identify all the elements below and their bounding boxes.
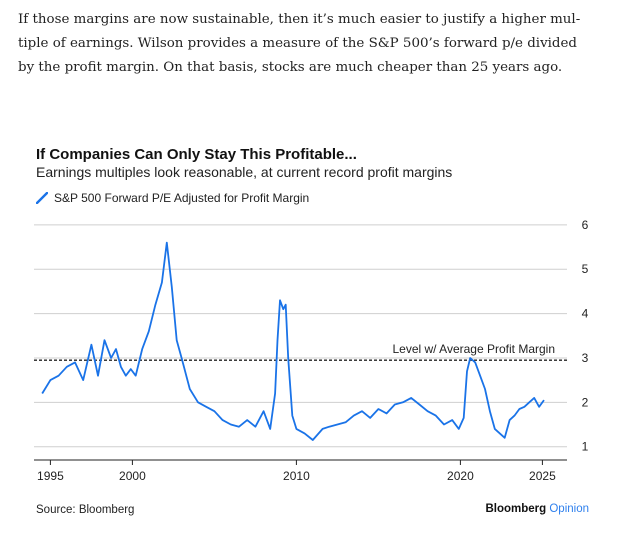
article-line-1: If those margins are now sustainable, th… [18,12,581,27]
x-tick-label-2010: 2010 [283,469,310,483]
article-line-3: by the profit margin. On that basis, sto… [18,60,563,75]
y-tick-label-4: 4 [582,307,589,321]
chart-legend: S&P 500 Forward P/E Adjusted for Profit … [36,190,309,206]
chart-subtitle: Earnings multiples look reasonable, at c… [36,164,453,180]
y-tick-label-5: 5 [582,262,589,276]
legend-line-icon [36,192,48,204]
y-tick-label-3: 3 [582,351,589,365]
y-tick-label-6: 6 [582,218,589,232]
source-note: Source: Bloomberg [36,504,135,516]
brand-suffix: Opinion [549,503,589,515]
brand-name: Bloomberg [485,503,547,515]
y-tick-label-2: 2 [582,395,589,409]
x-tick-label-1995: 1995 [37,469,64,483]
article-line-2: tiple of earnings. Wilson provides a mea… [18,36,578,51]
bloomberg-opinion-logo: Bloomberg Opinion [485,503,589,515]
x-tick-label-2000: 2000 [119,469,146,483]
x-tick-label-2025: 2025 [529,469,556,483]
reference-line-label: Level w/ Average Profit Margin [392,342,555,356]
y-tick-label-1: 1 [582,440,589,454]
series-line-0 [41,241,545,441]
legend-label: S&P 500 Forward P/E Adjusted for Profit … [54,191,310,205]
chart-title: If Companies Can Only Stay This Profitab… [36,146,357,163]
article-paragraph: If those margins are now sustainable, th… [18,8,610,80]
x-tick-label-2020: 2020 [447,469,474,483]
